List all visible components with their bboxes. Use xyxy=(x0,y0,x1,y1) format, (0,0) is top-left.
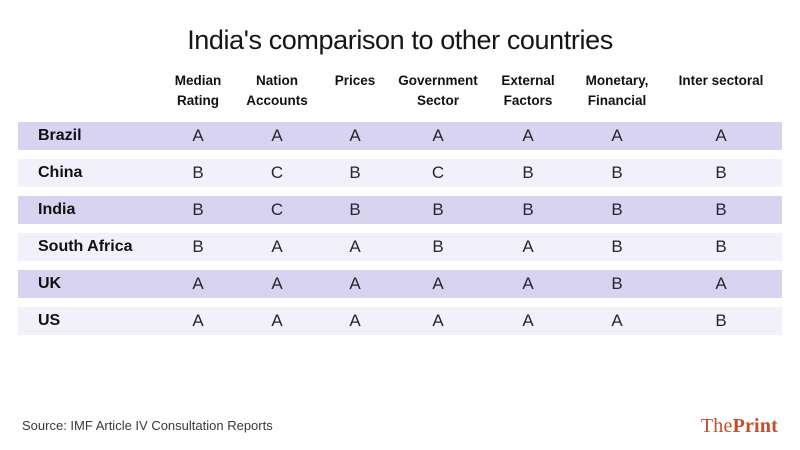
country-cell: UK xyxy=(18,269,158,298)
rating-cell: B xyxy=(574,158,660,187)
rating-cell: A xyxy=(316,121,394,150)
table-row: India B C B B B B B xyxy=(18,195,782,224)
rating-cell: B xyxy=(158,195,238,224)
rating-cell: A xyxy=(316,306,394,335)
rating-cell: A xyxy=(394,306,482,335)
rating-cell: A xyxy=(482,306,574,335)
rating-cell: C xyxy=(238,195,316,224)
header-row: Median Rating Nation Accounts Prices Govern… xyxy=(18,71,782,113)
country-cell: China xyxy=(18,158,158,187)
rating-cell: B xyxy=(574,269,660,298)
rating-cell: B xyxy=(574,195,660,224)
rating-cell: A xyxy=(238,269,316,298)
country-cell: India xyxy=(18,195,158,224)
rating-cell: B xyxy=(660,195,782,224)
rating-cell: B xyxy=(574,232,660,261)
column-header: Monetary, Financial xyxy=(585,73,649,109)
rating-cell: A xyxy=(660,269,782,298)
table-row: US A A A A A A B xyxy=(18,306,782,335)
column-header: Nation Accounts xyxy=(246,73,308,109)
rating-cell: B xyxy=(394,195,482,224)
rating-cell: A xyxy=(574,121,660,150)
rating-cell: B xyxy=(316,158,394,187)
ratings-table: Median Rating Nation Accounts Prices Govern… xyxy=(18,62,782,344)
rating-cell: A xyxy=(482,232,574,261)
column-header: Prices xyxy=(334,73,376,88)
rating-cell: A xyxy=(482,269,574,298)
rating-cell: B xyxy=(482,158,574,187)
page-title: India's comparison to other countries xyxy=(187,25,613,55)
rating-cell: B xyxy=(660,232,782,261)
rating-cell: B xyxy=(158,232,238,261)
rating-cell: B xyxy=(660,158,782,187)
rating-cell: A xyxy=(158,121,238,150)
country-cell: Brazil xyxy=(18,121,158,150)
country-column-header xyxy=(18,71,158,113)
rating-cell: A xyxy=(316,269,394,298)
rating-cell: B xyxy=(394,232,482,261)
rating-cell: A xyxy=(158,269,238,298)
rating-cell: A xyxy=(660,121,782,150)
table-row: Brazil A A A A A A A xyxy=(18,121,782,150)
rating-cell: B xyxy=(660,306,782,335)
table-row: South Africa B A A B A B B xyxy=(18,232,782,261)
rating-cell: B xyxy=(316,195,394,224)
rating-cell: A xyxy=(482,121,574,150)
rating-cell: A xyxy=(238,121,316,150)
column-header: Median Rating xyxy=(174,73,222,109)
table-row: China B C B C B B B xyxy=(18,158,782,187)
rating-cell: A xyxy=(238,306,316,335)
rating-cell: A xyxy=(316,232,394,261)
rating-cell: A xyxy=(238,232,316,261)
source-note: Source: IMF Article IV Consultation Repo… xyxy=(22,418,273,433)
theprint-logo-the: The xyxy=(700,415,733,437)
rating-cell: C xyxy=(238,158,316,187)
table-row: UK A A A A A B A xyxy=(18,269,782,298)
theprint-logo: ThePrint xyxy=(701,415,778,438)
theprint-logo-print: Print xyxy=(732,415,778,437)
column-header: Inter sectoral xyxy=(678,73,764,88)
country-cell: South Africa xyxy=(18,232,158,261)
column-header: External Factors xyxy=(501,73,555,109)
rating-cell: C xyxy=(394,158,482,187)
country-cell: US xyxy=(18,306,158,335)
table-body: Brazil A A A A A A A China B C B C B B B India B C B B B B B Sou… xyxy=(18,121,782,335)
rating-cell: A xyxy=(394,269,482,298)
rating-cell: A xyxy=(574,306,660,335)
rating-cell: B xyxy=(158,158,238,187)
rating-cell: A xyxy=(394,121,482,150)
rating-cell: B xyxy=(482,195,574,224)
rating-cell: A xyxy=(158,306,238,335)
column-header: Government Sector xyxy=(398,73,478,109)
